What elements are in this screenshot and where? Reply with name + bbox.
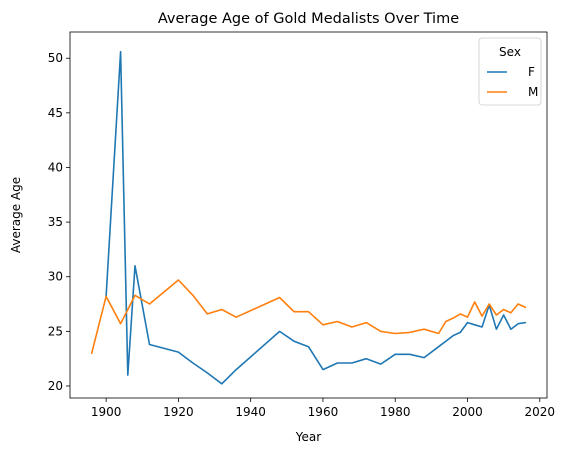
y-tick-label: 40 — [48, 160, 63, 174]
x-axis: 1900 1920 1940 1960 1980 2000 2020 — [91, 398, 555, 419]
y-axis: 20 25 30 35 40 45 50 — [48, 51, 70, 393]
legend: Sex F M — [479, 38, 541, 105]
y-tick-label: 30 — [48, 270, 63, 284]
legend-label-m: M — [528, 85, 538, 99]
legend-label-f: F — [528, 65, 535, 79]
x-tick-label: 1960 — [308, 405, 339, 419]
y-tick-label: 25 — [48, 324, 63, 338]
x-tick-label: 1980 — [380, 405, 411, 419]
x-tick-label: 1920 — [163, 405, 194, 419]
x-tick-label: 1900 — [91, 405, 122, 419]
chart-title: Average Age of Gold Medalists Over Time — [158, 11, 459, 27]
series-line-f — [106, 52, 525, 384]
legend-title: Sex — [499, 45, 521, 59]
x-tick-label: 2020 — [524, 405, 555, 419]
plot-frame — [70, 32, 547, 398]
y-tick-label: 20 — [48, 379, 63, 393]
x-tick-label: 1940 — [235, 405, 266, 419]
y-tick-label: 35 — [48, 215, 63, 229]
y-tick-label: 45 — [48, 106, 63, 120]
x-axis-label: Year — [295, 430, 321, 444]
series-line-m — [92, 280, 526, 353]
y-axis-label: Average Age — [9, 177, 23, 253]
y-tick-label: 50 — [48, 51, 63, 65]
plot-area — [92, 52, 526, 384]
x-tick-label: 2000 — [452, 405, 483, 419]
